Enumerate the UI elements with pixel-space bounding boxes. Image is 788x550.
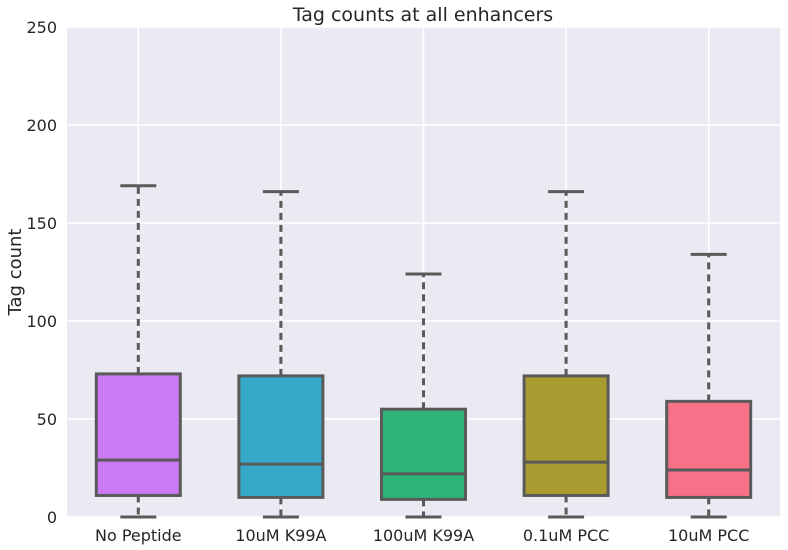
x-tick-label: 10uM K99A xyxy=(235,526,326,545)
y-tick-label: 50 xyxy=(37,410,57,429)
x-tick-label: 0.1uM PCC xyxy=(523,526,609,545)
box-2 xyxy=(237,190,325,519)
box-body xyxy=(380,407,467,501)
box-5 xyxy=(665,252,753,519)
x-tick-label: 100uM K99A xyxy=(373,526,474,545)
box-body xyxy=(522,374,610,497)
y-tick-label: 150 xyxy=(26,214,57,233)
y-tick-label: 200 xyxy=(26,116,57,135)
chart-title: Tag counts at all enhancers xyxy=(292,4,553,26)
box-4 xyxy=(522,190,610,519)
x-tick-label: 10uM PCC xyxy=(668,526,749,545)
y-tick-labels: 0 50 100 150 200 250 xyxy=(26,18,57,527)
box-body xyxy=(237,374,325,499)
y-tick-label: 100 xyxy=(26,312,57,331)
box-body xyxy=(94,372,182,497)
y-tick-label: 250 xyxy=(26,18,57,37)
box-3 xyxy=(380,272,467,519)
boxes xyxy=(94,184,753,519)
box-body xyxy=(665,399,753,499)
x-tick-label: No Peptide xyxy=(95,526,182,545)
y-axis-label: Tag count xyxy=(5,229,26,317)
box-1 xyxy=(94,184,182,519)
y-tick-label: 0 xyxy=(47,508,57,527)
x-tick-labels: No Peptide 10uM K99A 100uM K99A 0.1uM PCC 10… xyxy=(95,526,749,545)
